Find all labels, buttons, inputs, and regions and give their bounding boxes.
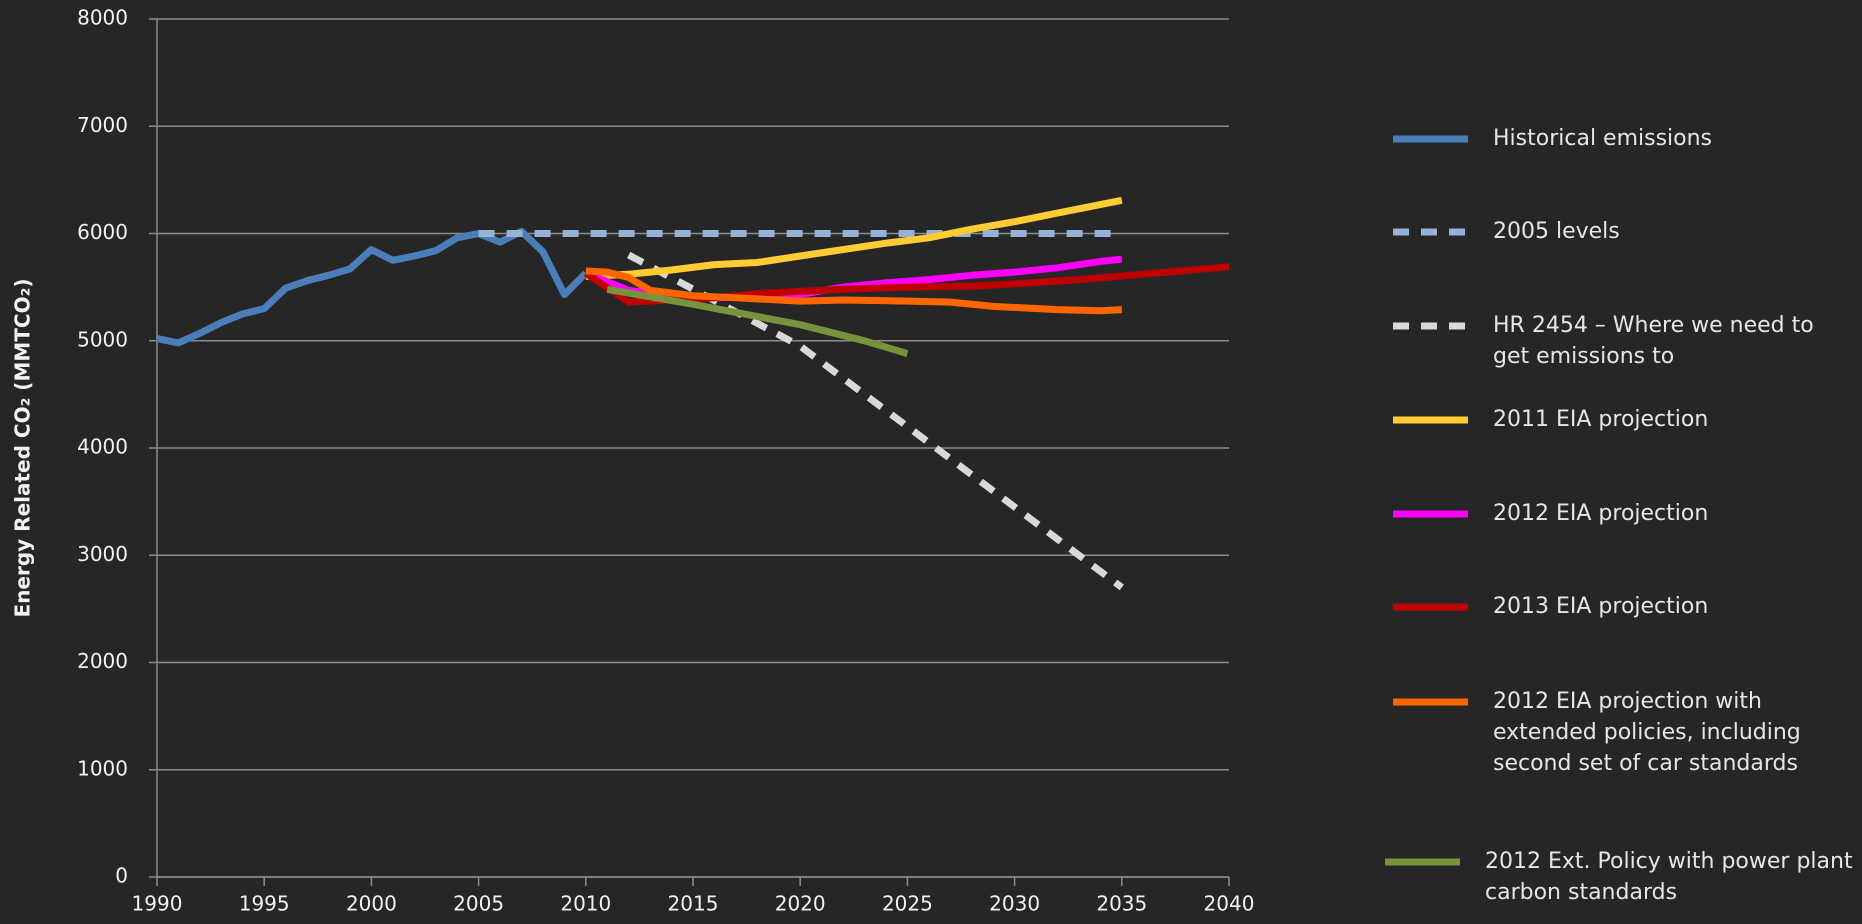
series-line [585, 196, 1123, 280]
legend-label: 2013 EIA projection [1493, 594, 1709, 619]
series-line [585, 267, 1122, 315]
x-tick-label: 2005 [453, 892, 504, 916]
y-tick-label: 6000 [77, 220, 128, 244]
x-tick-label: 2010 [560, 892, 611, 916]
legend-label: 2012 Ext. Policy with power plant carbon… [1485, 849, 1853, 905]
x-tick-label: 2020 [775, 892, 826, 916]
y-tick-label: 0 [115, 864, 128, 888]
y-tick-label: 5000 [77, 327, 128, 351]
legend-label: HR 2454 – Where we need to get emissions… [1493, 313, 1814, 369]
x-tick-label: 1990 [132, 892, 183, 916]
x-tick-label: 2040 [1204, 892, 1255, 916]
x-tick-label: 2000 [346, 892, 397, 916]
x-tick-label: 2035 [1096, 892, 1147, 916]
legend-label: Historical emissions [1493, 126, 1713, 151]
series-line [627, 251, 1124, 591]
y-tick-label: 4000 [77, 435, 128, 459]
x-tick-label: 2015 [668, 892, 719, 916]
legend-label: 2012 EIA projection with extended polici… [1493, 689, 1801, 776]
y-tick-label: 8000 [77, 6, 128, 30]
x-tick-label: 2030 [989, 892, 1040, 916]
y-tick-label: 2000 [77, 649, 128, 673]
y-tick-label: 3000 [77, 542, 128, 566]
series-line [156, 227, 589, 347]
series-line [606, 285, 909, 357]
y-axis-label: Energy Related CO₂ (MMTCO₂) [11, 279, 35, 618]
x-tick-label: 2025 [882, 892, 933, 916]
x-tick-label: 1995 [239, 892, 290, 916]
legend-label: 2005 levels [1493, 219, 1620, 244]
legend-label: 2012 EIA projection [1493, 501, 1709, 526]
y-tick-label: 7000 [77, 113, 128, 137]
y-tick-label: 1000 [77, 756, 128, 780]
legend-label: 2011 EIA projection [1493, 407, 1709, 432]
